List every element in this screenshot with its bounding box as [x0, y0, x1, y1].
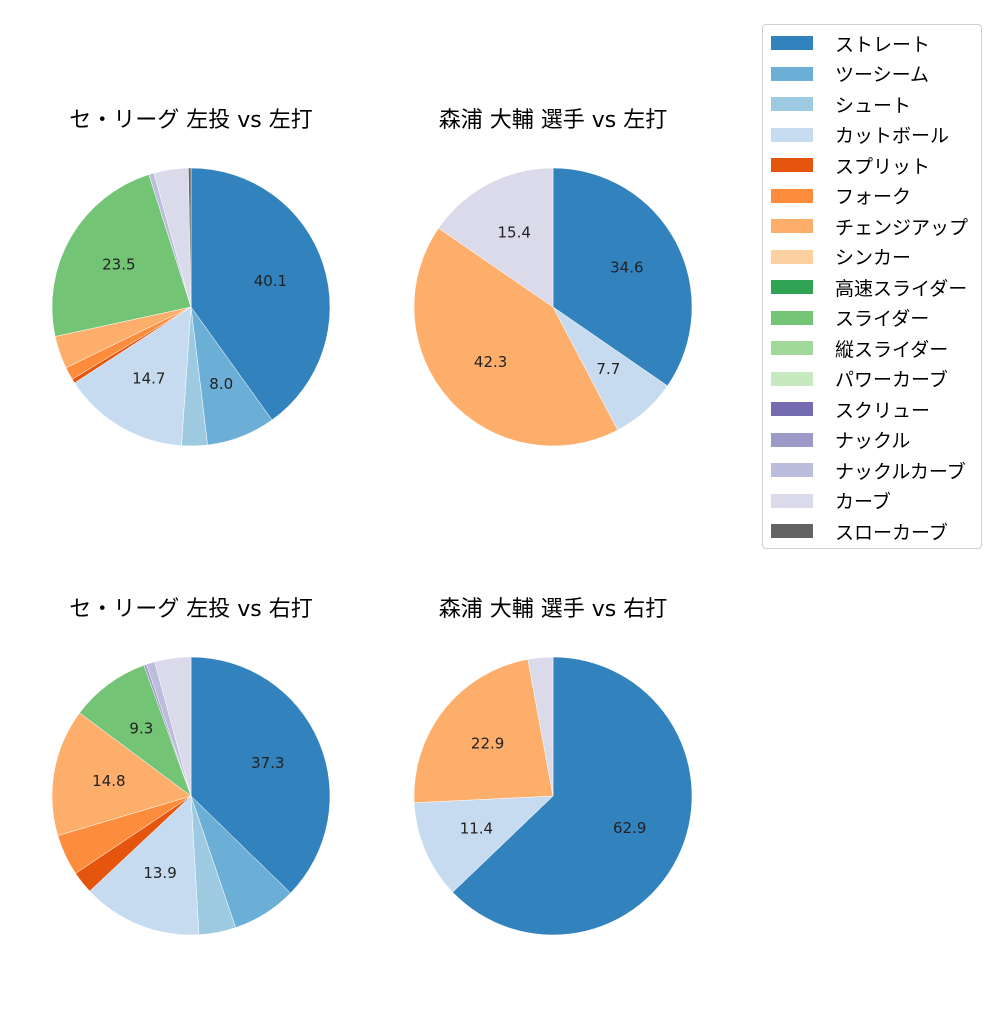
legend-label: スライダー	[835, 308, 930, 330]
pie-slice	[74, 306, 192, 446]
pie-svg: 62.9 11.4 22.9	[413, 656, 693, 936]
legend-swatch	[771, 493, 813, 508]
slice-value-label: 23.5	[102, 256, 135, 274]
legend-label: スローカーブ	[835, 521, 948, 544]
pie-slice	[413, 795, 554, 893]
legend-label: パワーカーブ	[835, 369, 948, 391]
legend-label: フォーク	[835, 186, 912, 208]
legend-item: ストレート	[771, 31, 931, 56]
legend-item: スローカーブ	[771, 519, 948, 544]
legend-label: 高速スライダー	[835, 277, 968, 300]
legend-item: 縦スライダー	[771, 336, 949, 361]
slice-value-label: 7.7	[596, 360, 620, 378]
pie-slice	[438, 167, 554, 308]
legend-item: 高速スライダー	[771, 275, 968, 300]
legend-label: シンカー	[835, 247, 912, 269]
pie-slice	[79, 664, 192, 797]
legend-swatch	[771, 36, 813, 50]
slice-value-label: 34.6	[610, 259, 643, 277]
slice-value-label: 13.9	[143, 864, 176, 882]
pie-slice	[51, 712, 192, 836]
pie-chart-league-vs-left: セ・リーグ 左投 vs 左打 40.1 8.0 14.7 23.5	[51, 100, 411, 520]
legend-item: シュート	[771, 92, 912, 117]
pie-chart-player-vs-left: 森浦 大輔 選手 vs 左打 34.6 7.7 42.3 15.4	[413, 100, 773, 520]
slice-value-label: 9.3	[129, 719, 153, 737]
legend-label: チェンジアップ	[835, 216, 969, 239]
chart-title: 森浦 大輔 選手 vs 右打	[438, 597, 668, 622]
legend-swatch	[771, 158, 813, 172]
chart-title: セ・リーグ 左投 vs 右打	[69, 597, 313, 622]
slice-value-label: 14.7	[132, 369, 165, 387]
legend-item: フォーク	[771, 184, 911, 208]
pie-svg: 40.1 8.0 14.7 23.5	[51, 167, 331, 447]
legend-item: カーブ	[771, 489, 891, 513]
legend-label: カーブ	[835, 491, 891, 513]
legend-item: ナックル	[771, 428, 910, 452]
slice-value-label: 14.8	[92, 772, 125, 790]
legend-label: シュート	[835, 94, 912, 117]
slice-value-label: 15.4	[498, 224, 531, 242]
legend-swatch	[771, 432, 813, 447]
legend-swatch	[771, 127, 813, 142]
legend: ストレートツーシームシュートカットボール スプリットフォークチェンジアップ シンカー…	[762, 24, 982, 549]
pie-slice	[413, 659, 554, 804]
legend-label: ツーシーム	[835, 64, 930, 86]
legend-label: 縦スライダー	[835, 338, 949, 361]
slice-value-label: 37.3	[251, 754, 284, 772]
legend-label: ナックルカーブ	[835, 460, 966, 483]
pie-slice	[452, 656, 693, 936]
legend-swatch	[771, 524, 813, 538]
legend-item: スクリュー	[771, 397, 931, 422]
pie-slice	[413, 227, 618, 447]
legend-label: ナックル	[835, 430, 911, 452]
pie-svg: 37.3 13.9 14.8 9.3	[51, 656, 331, 936]
chart-title: セ・リーグ 左投 vs 左打	[69, 108, 313, 133]
pie-slice	[190, 167, 331, 421]
legend-swatch	[771, 310, 813, 325]
slice-value-label: 42.3	[474, 353, 507, 371]
legend-swatch	[771, 97, 813, 111]
legend-item: パワーカーブ	[771, 367, 948, 391]
legend-item: チェンジアップ	[771, 214, 969, 239]
legend-swatch	[771, 371, 813, 386]
pie-slice	[527, 656, 554, 797]
pie-slice	[552, 167, 693, 387]
pie-slice	[51, 174, 192, 337]
legend-swatch	[771, 219, 813, 233]
legend-item: シンカー	[771, 245, 911, 269]
legend-swatch	[771, 341, 813, 355]
legend-swatch	[771, 402, 813, 416]
legend-item: カットボール	[771, 123, 949, 147]
chart-title: 森浦 大輔 選手 vs 左打	[438, 108, 668, 133]
slice-value-label: 40.1	[254, 272, 287, 290]
legend-item: ナックルカーブ	[771, 458, 966, 483]
pie-svg: 34.6 7.7 42.3 15.4	[413, 167, 693, 447]
legend-label: ストレート	[835, 33, 931, 56]
legend-swatch	[771, 66, 813, 81]
legend-swatch	[771, 188, 813, 203]
legend-swatch	[771, 249, 813, 264]
legend-item: スライダー	[771, 306, 929, 330]
legend-swatch	[771, 463, 813, 477]
pie-slice	[89, 795, 200, 936]
slice-value-label: 8.0	[209, 375, 233, 393]
slice-value-label: 62.9	[613, 819, 646, 837]
pie-chart-league-vs-right: セ・リーグ 左投 vs 右打 37.3 13.9 14.8 9.3	[51, 589, 411, 1009]
pie-slice	[154, 656, 192, 797]
legend-label: カットボール	[835, 125, 950, 147]
legend-item: ツーシーム	[771, 62, 929, 86]
legend-swatch	[771, 280, 813, 294]
slice-value-label: 11.4	[460, 819, 493, 837]
legend-item: スプリット	[771, 153, 931, 178]
pie-chart-player-vs-right: 森浦 大輔 選手 vs 右打 62.9 11.4 22.9	[413, 589, 773, 1009]
pie-slice	[190, 656, 331, 894]
slice-value-label: 22.9	[471, 735, 504, 753]
pie-slice	[188, 167, 192, 308]
legend-label: スプリット	[835, 155, 931, 178]
legend-label: スクリュー	[835, 399, 931, 422]
